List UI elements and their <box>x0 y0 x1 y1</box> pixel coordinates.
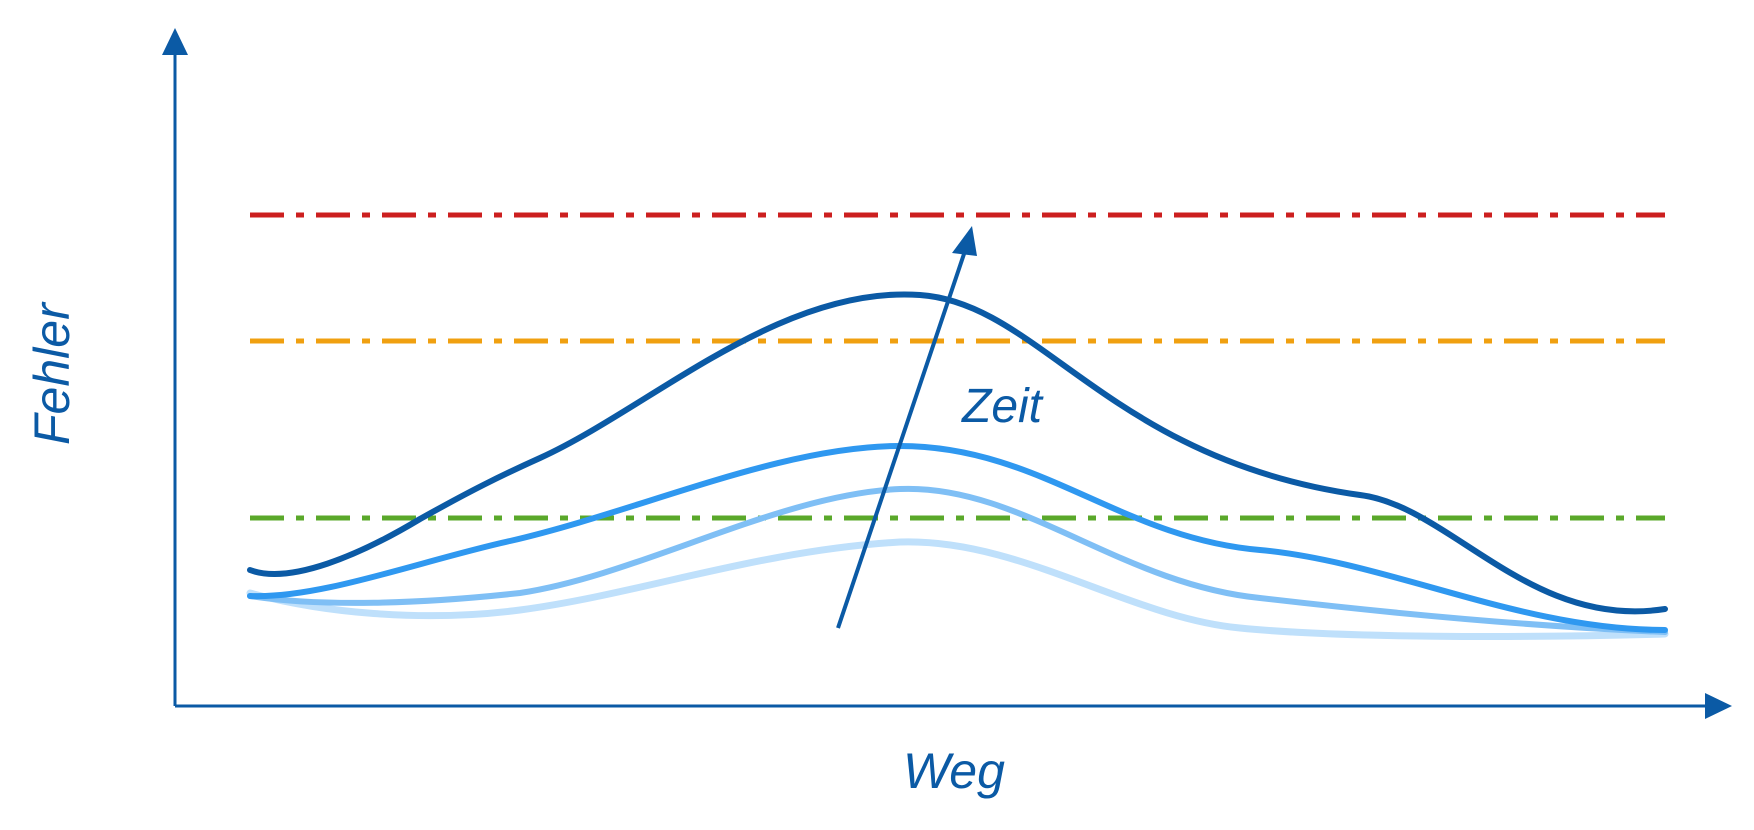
y-axis-arrowhead-icon <box>162 28 188 55</box>
time-arrowhead-icon <box>952 226 977 256</box>
y-axis-label: Fehler <box>24 301 80 445</box>
x-axis-arrowhead-icon <box>1705 693 1732 719</box>
x-axis-label: Weg <box>903 743 1005 799</box>
error-curve-2 <box>247 485 1668 635</box>
time-arrow-label: Zeit <box>961 380 1044 433</box>
error-curve-3 <box>247 442 1668 633</box>
error-curve-latest <box>247 291 1668 615</box>
time-arrow-shaft <box>836 247 968 629</box>
error-curve-earliest <box>246 538 1669 640</box>
